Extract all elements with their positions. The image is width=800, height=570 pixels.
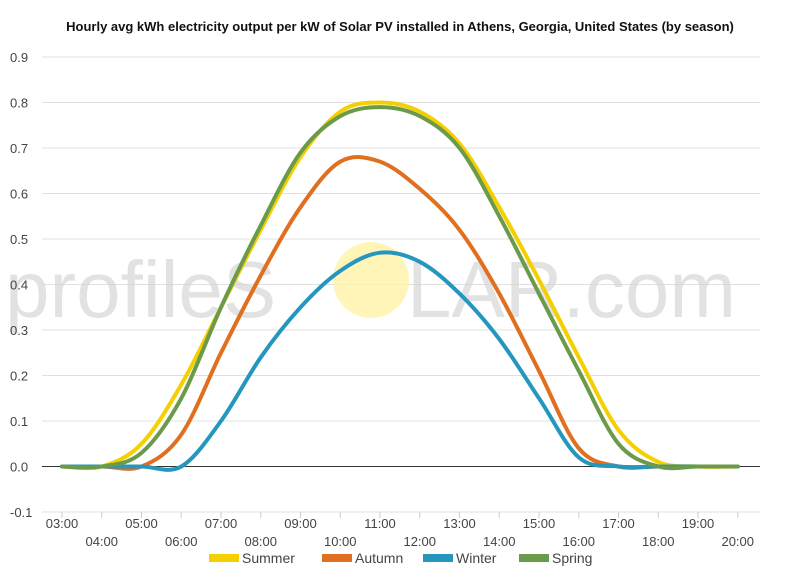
y-tick-label: 0.3 xyxy=(10,323,28,338)
watermark-text-right: LAR.com xyxy=(407,245,736,334)
legend-item-winter[interactable]: Winter xyxy=(423,550,497,566)
y-tick-label: 0.0 xyxy=(10,460,28,475)
x-tick-label: 04:00 xyxy=(85,534,118,549)
y-tick-label: 0.2 xyxy=(10,369,28,384)
y-tick-label: 0.1 xyxy=(10,414,28,429)
y-tick-label: 0.8 xyxy=(10,96,28,111)
x-tick-label: 10:00 xyxy=(324,534,357,549)
legend[interactable]: Summer Autumn Winter Spring xyxy=(209,550,592,566)
x-tick-label: 12:00 xyxy=(403,534,436,549)
x-tick-label: 09:00 xyxy=(284,516,317,531)
y-tick-label: -0.1 xyxy=(10,505,32,520)
series-line-winter xyxy=(60,250,740,472)
legend-item-spring[interactable]: Spring xyxy=(519,550,592,566)
legend-item-summer[interactable]: Summer xyxy=(209,550,295,566)
series-line-summer xyxy=(60,100,740,471)
x-tick-label: 19:00 xyxy=(682,516,715,531)
legend-item-autumn[interactable]: Autumn xyxy=(322,550,403,566)
legend-label: Autumn xyxy=(355,550,403,566)
legend-swatch xyxy=(423,554,453,562)
y-tick-label: 0.5 xyxy=(10,232,28,247)
x-axis: 03:00 04:00 05:00 06:00 07:00 08:00 09:00 10:00… xyxy=(46,512,754,549)
x-tick-label: 15:00 xyxy=(523,516,556,531)
y-axis: -0.1 0.0 0.1 0.2 0.3 0.4 0.5 0.6 0.7 0.8 0.9 xyxy=(10,50,32,520)
legend-label: Winter xyxy=(456,550,497,566)
x-tick-label: 20:00 xyxy=(721,534,754,549)
chart-title: Hourly avg kWh electricity output per kW… xyxy=(66,19,734,34)
legend-label: Spring xyxy=(552,550,592,566)
x-tick-label: 06:00 xyxy=(165,534,198,549)
y-tick-label: 0.7 xyxy=(10,141,28,156)
x-tick-label: 13:00 xyxy=(443,516,476,531)
legend-swatch xyxy=(322,554,352,562)
series-line-spring xyxy=(60,105,740,471)
watermark-sun-icon xyxy=(333,242,409,318)
x-tick-label: 11:00 xyxy=(364,516,396,531)
x-tick-label: 07:00 xyxy=(205,516,238,531)
y-tick-label: 0.9 xyxy=(10,50,28,65)
x-tick-label: 17:00 xyxy=(602,516,635,531)
x-tick-label: 05:00 xyxy=(125,516,158,531)
x-tick-label: 08:00 xyxy=(244,534,277,549)
x-tick-label: 18:00 xyxy=(642,534,675,549)
x-tick-label: 14:00 xyxy=(483,534,516,549)
y-tick-label: 0.6 xyxy=(10,187,28,202)
y-tick-label: 0.4 xyxy=(10,278,28,293)
x-tick-label: 03:00 xyxy=(46,516,79,531)
series-layer xyxy=(60,100,740,472)
legend-label: Summer xyxy=(242,550,295,566)
watermark: profileS LAR.com xyxy=(5,242,736,334)
legend-swatch xyxy=(519,554,549,562)
legend-swatch xyxy=(209,554,239,562)
x-tick-label: 16:00 xyxy=(562,534,595,549)
